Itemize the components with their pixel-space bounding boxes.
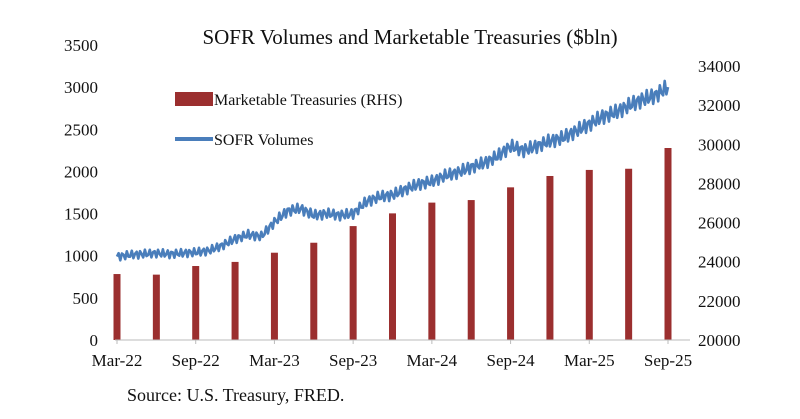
left-y-tick-label: 500 (73, 289, 99, 308)
x-tick-label: Mar-24 (407, 351, 458, 370)
x-tick-label: Mar-22 (92, 351, 143, 370)
bar-sep-24 (507, 187, 515, 340)
right-y-tick-label: 32000 (698, 96, 741, 115)
left-y-tick-label: 3500 (64, 36, 98, 55)
right-y-tick-label: 30000 (698, 135, 741, 154)
bar-dec-23 (389, 213, 396, 340)
left-y-tick-label: 1000 (64, 247, 98, 266)
bar-sep-22 (192, 266, 200, 340)
legend-swatch-treasuries (175, 92, 213, 106)
left-y-tick-label: 1500 (64, 205, 98, 224)
left-y-tick-label: 2000 (64, 162, 98, 181)
bar-jun-24 (467, 200, 475, 340)
right-y-tick-label: 34000 (698, 57, 741, 76)
x-tick-label: Sep-24 (486, 351, 535, 370)
x-tick-label: Sep-22 (172, 351, 220, 370)
left-y-tick-label: 3000 (64, 78, 98, 97)
legend-label-treasuries: Marketable Treasuries (RHS) (214, 92, 402, 109)
right-y-tick-label: 22000 (698, 292, 741, 311)
x-tick-label: Sep-25 (644, 351, 692, 370)
bar-mar-25 (585, 169, 593, 340)
source-note: Source: U.S. Treasury, FRED. (127, 385, 344, 405)
right-y-tick-label: 26000 (698, 214, 741, 233)
x-tick-label: Mar-23 (249, 351, 300, 370)
bar-dec-24 (546, 175, 554, 340)
right-y-tick-label: 24000 (698, 253, 741, 272)
bar-sep-23 (349, 226, 357, 340)
bar-dec-22 (231, 261, 239, 340)
legend: Marketable Treasuries (RHS) SOFR Volumes (175, 92, 402, 149)
bar-mar-23 (270, 252, 278, 340)
bar-jun-23 (310, 242, 318, 340)
bar-mar-24 (428, 202, 436, 340)
chart-title: SOFR Volumes and Marketable Treasuries (… (202, 25, 617, 49)
bar-jun-25 (625, 168, 633, 340)
left-y-tick-label: 0 (90, 331, 99, 350)
sofr-volumes-line (115, 79, 670, 262)
x-tick-label: Sep-23 (329, 351, 377, 370)
x-tick-label: Mar-25 (564, 351, 615, 370)
right-y-tick-label: 28000 (698, 174, 741, 193)
right-y-tick-label: 20000 (698, 331, 741, 350)
bar-jun-22 (152, 274, 160, 340)
bar-sep-25 (664, 148, 672, 340)
legend-label-sofr: SOFR Volumes (214, 132, 313, 149)
left-y-tick-label: 2500 (64, 120, 98, 139)
bar-mar-22 (113, 274, 121, 340)
